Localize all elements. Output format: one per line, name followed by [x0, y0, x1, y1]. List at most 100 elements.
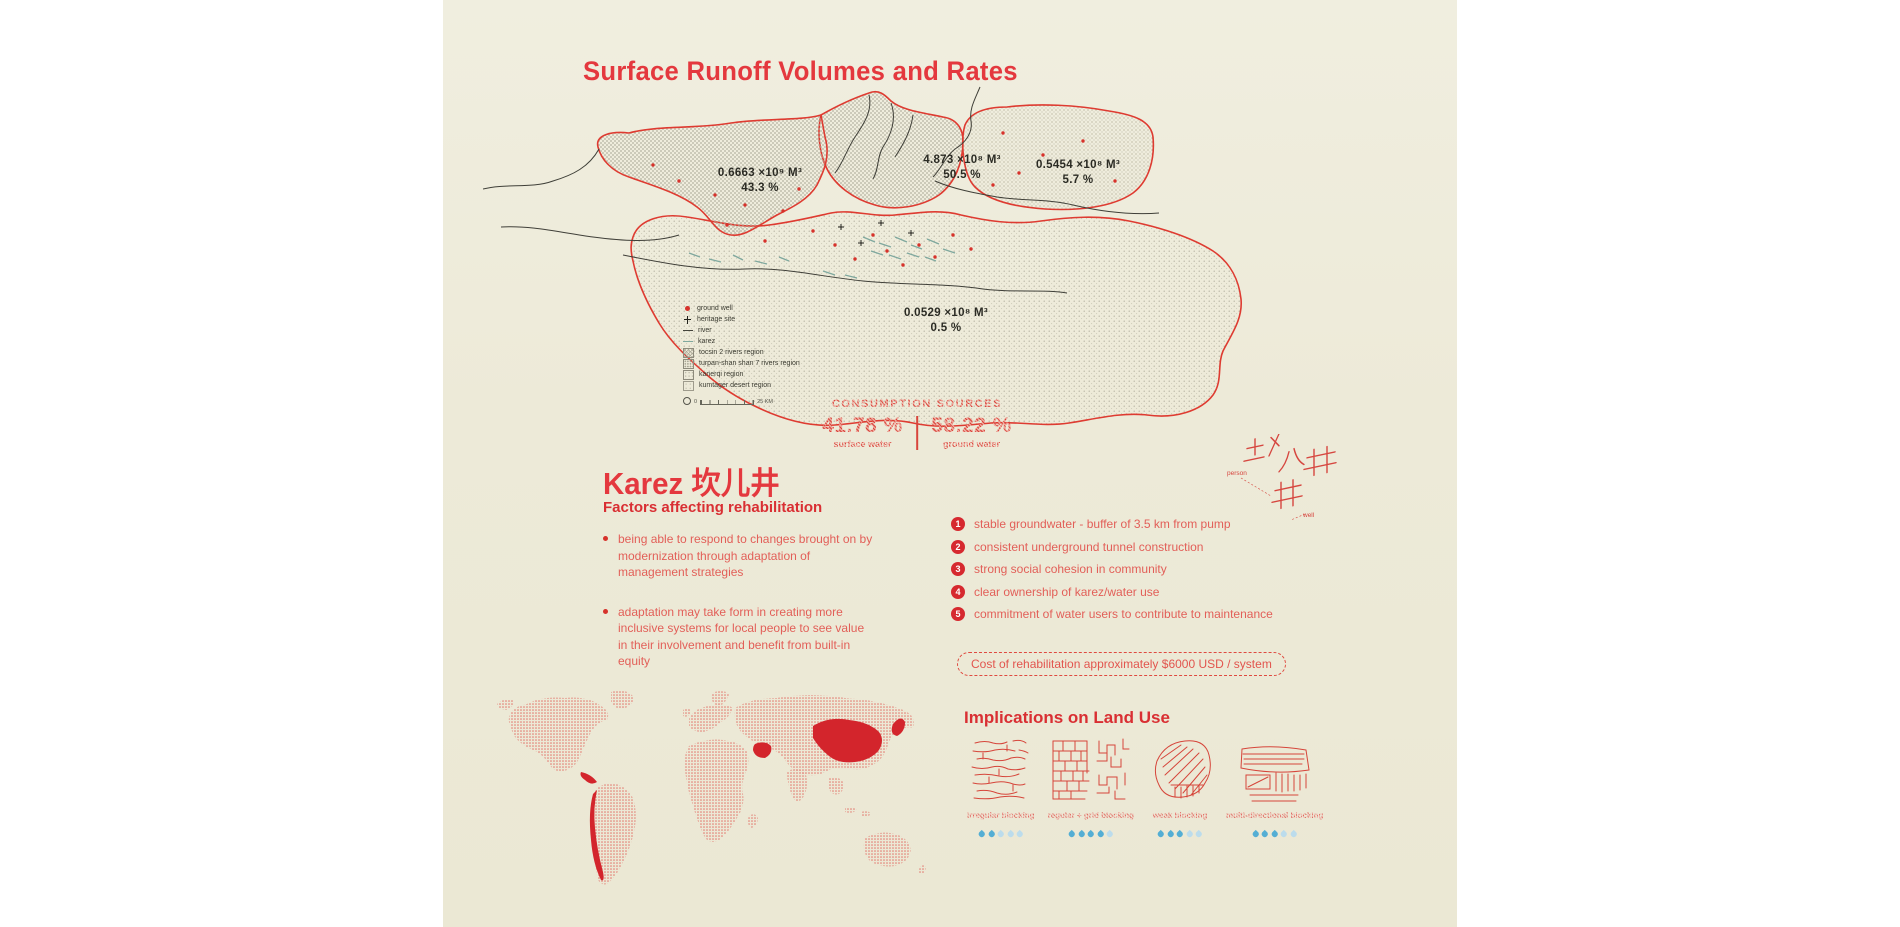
region-label-turpan-shanshan: 4.873 ×10⁸ M³ 50.5 %	[923, 153, 1000, 183]
legend-item-river: river	[683, 325, 823, 336]
runoff-map	[483, 86, 1242, 427]
water-drop-icon	[996, 829, 1005, 838]
surface-water-label: surface water	[822, 439, 903, 449]
number-badge: 5	[951, 607, 965, 621]
region-volume: 0.0529 ×10⁸ M³	[903, 307, 989, 319]
compass-icon	[683, 397, 691, 405]
water-drop-icon	[1166, 829, 1175, 838]
highlight-andes	[589, 790, 604, 881]
region-volume: 0.6663 ×10⁹ M³	[717, 167, 803, 179]
number-badge: 3	[951, 562, 965, 576]
legend-label: ground well	[697, 305, 733, 312]
map-region-turpan-shanshan	[818, 90, 964, 209]
list-item: 5 commitment of water users to contribut…	[951, 607, 1273, 621]
dots-swatch-icon	[683, 369, 694, 380]
water-drop-icon	[1251, 829, 1260, 838]
water-drop-icon	[987, 829, 996, 838]
legend-label: river	[698, 327, 712, 334]
dots-swatch-icon	[683, 358, 694, 369]
water-drop-icon	[1261, 829, 1270, 838]
region-label-tocsin: 0.6663 ×10⁹ M³ 43.3 %	[718, 166, 802, 196]
scale-start-label: 0	[694, 399, 698, 405]
page-title: Surface Runoff Volumes and Rates	[583, 56, 1018, 86]
legend-item-turpan-region: turpan-shan shan 7 rivers region	[683, 358, 823, 369]
karez-section-title: Karez 坎儿井	[603, 466, 780, 501]
water-drop-icon	[1157, 829, 1165, 838]
legend-label: heritage site	[697, 316, 736, 323]
drop-rating	[1048, 823, 1134, 838]
list-item: being able to respond to changes brought…	[601, 531, 875, 581]
land-use-caption: regular + grid blocking	[1047, 811, 1135, 820]
number-badge: 4	[951, 584, 965, 599]
water-drop-icon	[1289, 829, 1298, 838]
legend-item-karez: karez	[683, 336, 823, 347]
water-drop-icon	[1077, 829, 1086, 838]
number-badge: 2	[951, 539, 965, 554]
karez-characters-drawing	[1240, 433, 1337, 521]
list-item: adaptation may take form in creating mor…	[601, 604, 875, 670]
water-drop-icon	[1176, 829, 1184, 838]
list-item: 1 stable groundwater - buffer of 3.5 km …	[951, 517, 1273, 531]
water-drop-icon	[1270, 829, 1279, 838]
heritage-sites	[838, 220, 914, 246]
weak-blocking-sketch	[1154, 740, 1211, 799]
karez-line-icon	[683, 340, 693, 343]
factor-text: stable groundwater - buffer of 3.5 km fr…	[974, 517, 1231, 531]
map-region-tocsin	[596, 113, 828, 236]
rivers	[483, 86, 1160, 294]
legend-item-heritage-site: heritage site	[683, 314, 823, 325]
scale-ruler	[700, 400, 755, 405]
hatch-swatch-icon	[683, 347, 694, 358]
region-volume: 0.5454 ×10⁸ M³	[1035, 159, 1121, 171]
legend-item-tocsin-region: tocsin 2 rivers region	[683, 347, 823, 358]
poster-panel: Surface Runoff Volumes and Rates	[443, 0, 1457, 927]
irregular-blocking-sketch	[971, 739, 1029, 800]
legend-label: kanerqi region	[699, 371, 744, 378]
river-line-icon	[683, 329, 693, 332]
water-drop-icon	[1006, 829, 1015, 838]
number-badge: 1	[951, 517, 965, 531]
scale-end-label: 25 KM	[757, 399, 773, 405]
list-item: 4 clear ownership of karez/water use	[951, 584, 1273, 599]
ground-water-percent: 58.22 %	[931, 414, 1012, 437]
heritage-site-icon	[683, 315, 692, 324]
legend-label: kumtager desert region	[699, 382, 771, 389]
water-drop-icon	[977, 829, 986, 838]
drop-rating	[967, 823, 1035, 838]
rehabilitation-factors-list: 1 stable groundwater - buffer of 3.5 km …	[951, 517, 1273, 630]
region-label-kanerqi: 0.5454 ×10⁸ M³ 5.7 %	[1036, 158, 1120, 188]
consumption-sources-block: CONSUMPTION SOURCES 41.78 % surface wate…	[822, 398, 1012, 450]
water-drop-icon	[1086, 829, 1095, 838]
legend-item-kanerqi-region: kanerqi region	[683, 369, 823, 380]
water-drop-icon	[1067, 829, 1076, 838]
map-region-kanerqi	[961, 104, 1155, 211]
karez-characters-art: person well	[1227, 433, 1351, 529]
cost-note-box: Cost of rehabilitation approximately $60…	[957, 652, 1286, 676]
land-use-card-irregular: irregular blocking	[967, 735, 1035, 838]
factor-text: clear ownership of karez/water use	[974, 584, 1160, 599]
region-percent: 5.7 %	[1062, 173, 1094, 186]
factor-text: commitment of water users to contribute …	[974, 607, 1273, 621]
regular-grid-blocking-sketch	[1052, 738, 1130, 800]
highlight-middle-east	[753, 742, 772, 758]
land-use-caption: irregular blocking	[967, 811, 1035, 820]
land-use-cards: irregular blocking regular + grid blo	[967, 735, 1323, 838]
ground-well-icon	[685, 306, 690, 311]
factor-text: consistent underground tunnel constructi…	[974, 539, 1204, 554]
drop-rating	[1226, 823, 1323, 838]
legend-label: tocsin 2 rivers region	[699, 349, 764, 356]
divider-bar	[915, 416, 919, 450]
land-use-card-regular-grid: regular + grid blocking	[1047, 735, 1135, 838]
water-drop-icon	[1015, 829, 1024, 838]
water-drop-icon	[1280, 829, 1289, 838]
region-label-kumtager: 0.0529 ×10⁸ M³ 0.5 %	[904, 306, 988, 336]
map-scale-bar: 0 25 KM	[683, 397, 773, 405]
land-use-card-multi-directional: multi-directional blocking	[1226, 741, 1323, 838]
map-region-kumtager-desert	[630, 211, 1242, 427]
water-drop-icon	[1105, 829, 1114, 838]
region-volume: 4.873 ×10⁸ M³	[923, 154, 1001, 166]
karez-lines	[688, 236, 956, 279]
land-use-title: Implications on Land Use	[964, 708, 1170, 727]
continents-dotted	[497, 690, 926, 885]
region-percent: 0.5 %	[930, 321, 962, 334]
